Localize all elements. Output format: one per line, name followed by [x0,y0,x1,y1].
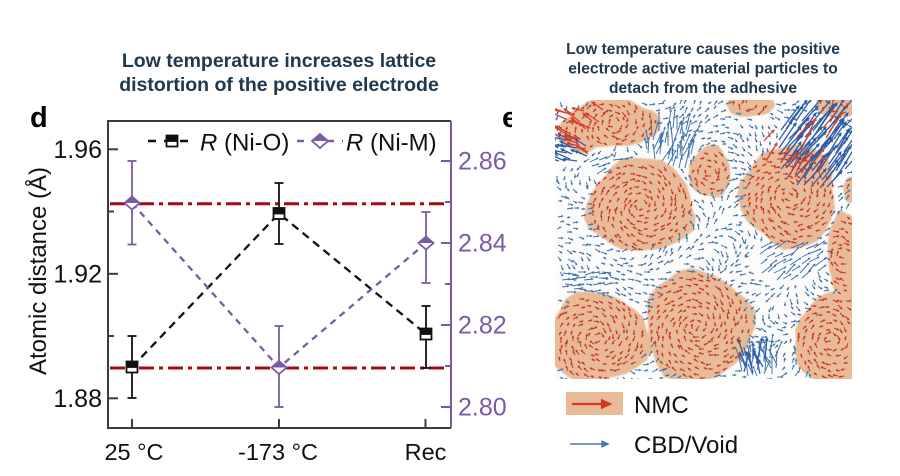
svg-text:25 °C: 25 °C [104,439,163,465]
svg-text:distortion of the positive ele: distortion of the positive electrode [119,74,439,96]
svg-text:Low temperature causes the pos: Low temperature causes the positive [566,41,840,58]
svg-text:e: e [502,102,518,134]
svg-text:CBD/Void: CBD/Void [634,432,738,459]
svg-text:2.80: 2.80 [458,394,507,422]
svg-text:1.96: 1.96 [53,136,102,164]
svg-text:NMC: NMC [634,392,689,419]
svg-text:1.92: 1.92 [53,260,102,288]
svg-text:2.82: 2.82 [458,312,507,340]
svg-text:d: d [30,102,48,134]
svg-text:Atomic distance (Å): Atomic distance (Å) [24,167,52,375]
svg-text:Low temperature increases latt: Low temperature increases lattice [122,50,436,72]
svg-text:-173 °C: -173 °C [238,439,318,465]
svg-text:2.84: 2.84 [458,230,507,258]
svg-text:electrode active material part: electrode active material particles to [568,61,838,78]
svg-text:R (Ni-M): R (Ni-M) [346,130,437,157]
svg-text:R (Ni-O): R (Ni-O) [200,130,289,157]
svg-text:Rec: Rec [405,439,447,465]
svg-text:1.88: 1.88 [53,385,102,413]
svg-text:2.86: 2.86 [458,148,507,176]
svg-text:detach from the adhesive: detach from the adhesive [609,80,797,97]
